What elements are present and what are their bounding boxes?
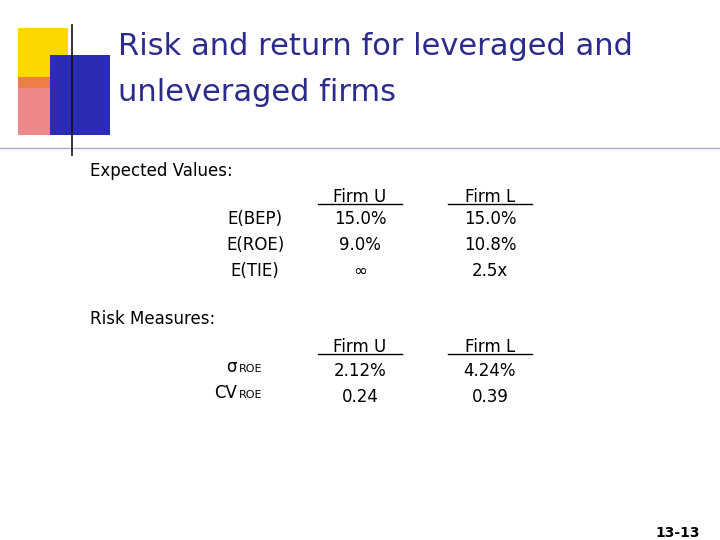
Text: E(ROE): E(ROE) — [226, 236, 284, 254]
Text: 10.8%: 10.8% — [464, 236, 516, 254]
Text: 0.24: 0.24 — [341, 388, 379, 406]
Text: Expected Values:: Expected Values: — [90, 162, 233, 180]
Text: σ: σ — [227, 358, 237, 376]
Text: Firm U: Firm U — [333, 188, 387, 206]
Text: ∞: ∞ — [353, 262, 367, 280]
Text: unleveraged firms: unleveraged firms — [118, 78, 396, 107]
Text: 2.12%: 2.12% — [333, 362, 387, 380]
Bar — [18, 77, 73, 135]
Text: 9.0%: 9.0% — [339, 236, 381, 254]
Text: 0.39: 0.39 — [472, 388, 508, 406]
Text: ROE: ROE — [239, 390, 263, 400]
Bar — [50, 55, 110, 135]
Text: Firm L: Firm L — [465, 338, 515, 356]
Text: 2.5x: 2.5x — [472, 262, 508, 280]
Bar — [18, 28, 68, 88]
Text: 4.24%: 4.24% — [464, 362, 516, 380]
Text: 15.0%: 15.0% — [464, 210, 516, 228]
Text: Risk and return for leveraged and: Risk and return for leveraged and — [118, 32, 633, 61]
Text: 15.0%: 15.0% — [334, 210, 386, 228]
Text: Risk Measures:: Risk Measures: — [90, 310, 215, 328]
Text: Firm U: Firm U — [333, 338, 387, 356]
Text: 13-13: 13-13 — [655, 526, 700, 540]
Text: CV: CV — [214, 384, 237, 402]
Text: E(BEP): E(BEP) — [228, 210, 282, 228]
Text: ROE: ROE — [239, 364, 263, 374]
Text: Firm L: Firm L — [465, 188, 515, 206]
Text: E(TIE): E(TIE) — [230, 262, 279, 280]
